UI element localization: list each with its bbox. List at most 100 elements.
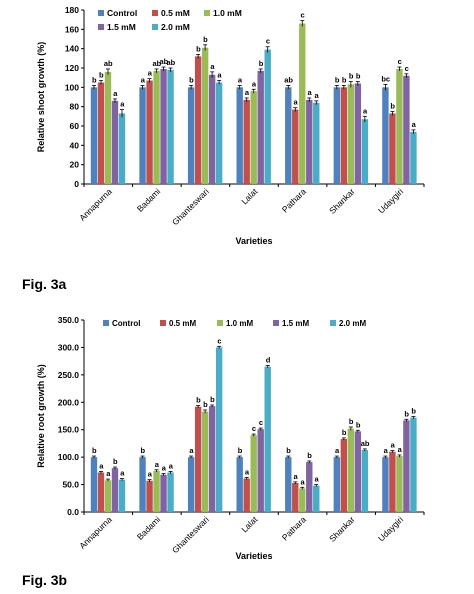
x-tick-label-ghanteswari: Ghanteswari xyxy=(170,514,211,555)
significance-label: a xyxy=(141,75,146,84)
significance-label: c xyxy=(405,64,409,73)
legend-label: 0.5 mM xyxy=(169,319,196,328)
y-tick-label: 0.0 xyxy=(67,507,79,517)
bar xyxy=(139,457,146,512)
significance-label: a xyxy=(252,79,257,88)
bar xyxy=(306,462,313,512)
legend-swatch xyxy=(204,10,210,16)
bar xyxy=(410,131,417,184)
bar xyxy=(97,472,105,512)
legend-label: 1.0 mM xyxy=(226,319,253,328)
bar xyxy=(382,457,389,512)
bar xyxy=(146,80,153,184)
significance-label: c xyxy=(217,336,221,345)
bar xyxy=(215,82,223,184)
significance-label: a xyxy=(245,88,250,97)
significance-label: a xyxy=(314,91,319,100)
y-tick-label: 60 xyxy=(70,121,80,131)
bar xyxy=(313,485,320,512)
y-tick-label: 40 xyxy=(70,140,80,150)
significance-label: b xyxy=(196,396,201,405)
significance-label: a xyxy=(106,469,111,478)
y-tick-label: 100.0 xyxy=(58,452,80,462)
significance-label: a xyxy=(148,69,153,78)
bar xyxy=(340,87,348,184)
bar xyxy=(146,480,153,512)
significance-label: c xyxy=(266,37,270,46)
bar xyxy=(361,450,369,512)
significance-label: b xyxy=(411,407,416,416)
significance-label: c xyxy=(300,11,304,20)
significance-label: b xyxy=(196,44,201,53)
legend-label: 0.5 mM xyxy=(161,8,190,18)
bar xyxy=(347,84,355,184)
significance-label: a xyxy=(293,472,298,481)
bar xyxy=(333,87,341,184)
significance-label: b xyxy=(404,409,409,418)
bar xyxy=(299,488,306,512)
x-tick-label-badami: Badami xyxy=(135,186,163,214)
x-tick-label-udaygiri: Udaygiri xyxy=(376,186,405,215)
bar xyxy=(396,456,403,512)
significance-label: b xyxy=(259,59,264,68)
x-tick-label-annapurna: Annapurna xyxy=(77,514,114,551)
bar xyxy=(243,478,250,512)
bar xyxy=(250,91,257,184)
bar xyxy=(403,75,410,184)
legend-label: Control xyxy=(107,8,137,18)
bar xyxy=(118,479,126,512)
bar xyxy=(382,87,389,184)
bar xyxy=(313,102,320,184)
legend-swatch xyxy=(152,10,158,16)
significance-label: b xyxy=(113,457,118,466)
significance-label: b xyxy=(99,71,104,80)
significance-label: a xyxy=(99,461,104,470)
y-tick-label: 180 xyxy=(65,5,79,15)
significance-label: b xyxy=(307,451,312,460)
legend-swatch xyxy=(103,320,109,326)
x-tick-label-shankar: Shankar xyxy=(327,186,357,216)
significance-label: b xyxy=(238,446,243,455)
bar xyxy=(139,87,146,184)
y-tick-label: 160 xyxy=(65,24,79,34)
bar xyxy=(90,457,98,512)
legend-swatch xyxy=(217,320,223,326)
significance-label: c xyxy=(259,418,263,427)
significance-label: a xyxy=(189,446,194,455)
bar xyxy=(194,56,202,184)
chart-shoot: 0 20 40 60 80 100 120 140 160 180 Relative shoot g… xyxy=(36,5,425,246)
legend-label: 2.0 mM xyxy=(161,22,190,32)
chart-root: 0.0 50.0 100.0 150.0 200.0 250.0 300.0 350.0 Rel… xyxy=(36,315,425,561)
bar xyxy=(264,366,271,512)
bar xyxy=(104,480,112,512)
y-axis-label: Relative shoot growth (%) xyxy=(36,42,46,153)
x-tick-label-badami: Badami xyxy=(135,514,163,542)
bar xyxy=(333,457,341,512)
bar xyxy=(201,47,209,185)
y-tick-label: 150.0 xyxy=(58,425,80,435)
y-tick-label: 0 xyxy=(74,179,79,189)
bar xyxy=(410,417,417,512)
significance-label: c xyxy=(252,424,256,433)
significance-label: a xyxy=(391,441,396,450)
bar xyxy=(208,74,216,184)
legend-swatch xyxy=(160,320,166,326)
significance-label: b xyxy=(189,75,194,84)
significance-label: b xyxy=(349,417,354,426)
significance-label: ab xyxy=(284,75,293,84)
y-tick-label: 140 xyxy=(65,44,79,54)
bar xyxy=(340,439,348,512)
bar xyxy=(160,68,167,184)
bar xyxy=(264,49,271,185)
significance-label: a xyxy=(162,464,167,473)
bar xyxy=(354,83,362,184)
bar xyxy=(97,82,105,184)
y-tick-label: 250.0 xyxy=(58,370,80,380)
y-tick-label: 300.0 xyxy=(58,342,80,352)
bar xyxy=(292,109,299,184)
bar xyxy=(111,100,119,184)
significance-label: ab xyxy=(166,58,175,67)
legend-label: 1.5 mM xyxy=(107,22,136,32)
y-axis-label: Relative root growth (%) xyxy=(36,364,46,468)
significance-label: a xyxy=(363,106,368,115)
